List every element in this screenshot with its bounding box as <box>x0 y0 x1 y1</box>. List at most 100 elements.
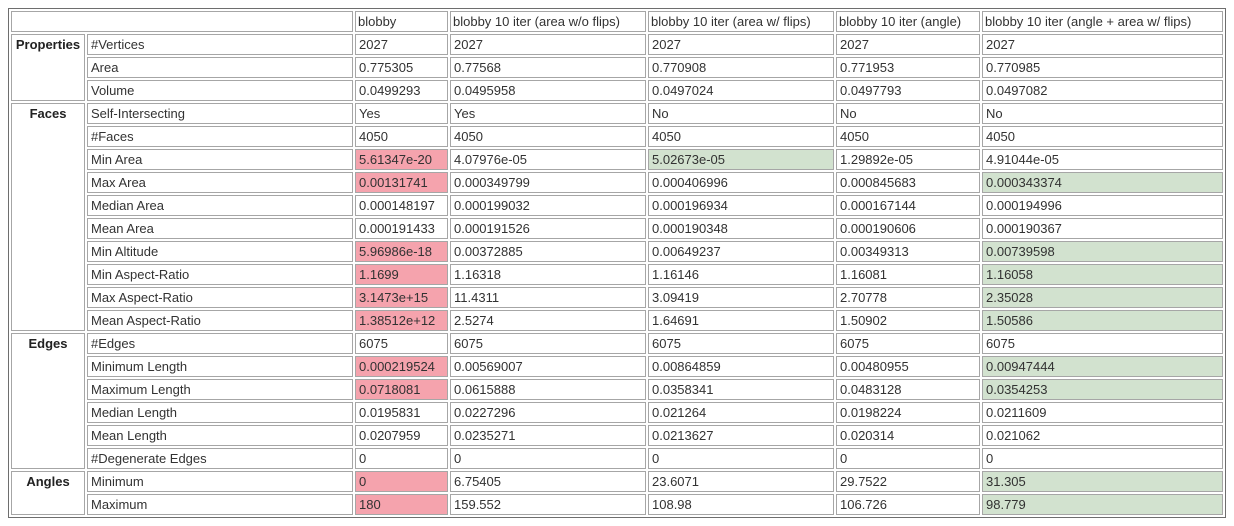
group-label-faces: Faces <box>11 103 85 331</box>
value-cell-best: 0.000343374 <box>982 172 1223 193</box>
group-label-properties: Properties <box>11 34 85 101</box>
value-cell: 4.91044e-05 <box>982 149 1223 170</box>
table-row: Max Aspect-Ratio 3.1473e+15 11.4311 3.09419… <box>11 287 1223 308</box>
metric-label: Area <box>87 57 353 78</box>
value-cell: 0.770908 <box>648 57 834 78</box>
value-cell: 0.0358341 <box>648 379 834 400</box>
value-cell: 2027 <box>982 34 1223 55</box>
table-row: Median Length 0.0195831 0.0227296 0.021264 0… <box>11 402 1223 423</box>
value-cell: 0.000190348 <box>648 218 834 239</box>
value-cell: 0.0195831 <box>355 402 448 423</box>
value-cell-worst: 0.000219524 <box>355 356 448 377</box>
metric-label: Volume <box>87 80 353 101</box>
value-cell: 0.000199032 <box>450 195 646 216</box>
value-cell: 1.50902 <box>836 310 980 331</box>
value-cell: 0.00569007 <box>450 356 646 377</box>
value-cell-best: 98.779 <box>982 494 1223 515</box>
value-cell: 0 <box>982 448 1223 469</box>
value-cell: 6.75405 <box>450 471 646 492</box>
table-row: Edges #Edges 6075 6075 6075 6075 6075 <box>11 333 1223 469</box>
value-cell: 0.0497793 <box>836 80 980 101</box>
value-cell: 0.0499293 <box>355 80 448 101</box>
metric-label: #Degenerate Edges <box>87 448 353 469</box>
value-cell: 4050 <box>982 126 1223 147</box>
value-cell: 0.0227296 <box>450 402 646 423</box>
metric-label: Maximum <box>87 494 353 515</box>
metric-label: Max Area <box>87 172 353 193</box>
value-cell-best: 0.00947444 <box>982 356 1223 377</box>
value-cell-worst: 180 <box>355 494 448 515</box>
column-header-area-wo-flips: blobby 10 iter (area w/o flips) <box>450 11 646 32</box>
value-cell: 0.021062 <box>982 425 1223 446</box>
column-header-blobby: blobby <box>355 11 448 32</box>
value-cell: No <box>648 103 834 124</box>
value-cell: 6075 <box>355 333 448 354</box>
table-row: Faces Self-Intersecting Yes Yes No No No <box>11 103 1223 331</box>
value-cell: 0.000167144 <box>836 195 980 216</box>
value-cell: 159.552 <box>450 494 646 515</box>
value-cell: 6075 <box>836 333 980 354</box>
metric-label: Min Aspect-Ratio <box>87 264 353 285</box>
value-cell: 6075 <box>982 333 1223 354</box>
value-cell-worst: 0.00131741 <box>355 172 448 193</box>
value-cell: 2027 <box>355 34 448 55</box>
value-cell: 0.000196934 <box>648 195 834 216</box>
value-cell: 1.64691 <box>648 310 834 331</box>
metric-label: Minimum Length <box>87 356 353 377</box>
metric-label: Max Aspect-Ratio <box>87 287 353 308</box>
metric-label: Mean Aspect-Ratio <box>87 310 353 331</box>
value-cell: 0.0497082 <box>982 80 1223 101</box>
value-cell: 0.000845683 <box>836 172 980 193</box>
value-cell: 0.000406996 <box>648 172 834 193</box>
value-cell: 1.16318 <box>450 264 646 285</box>
header-row: blobby blobby 10 iter (area w/o flips) b… <box>11 11 1223 32</box>
value-cell: 0.0207959 <box>355 425 448 446</box>
value-cell-worst: 3.1473e+15 <box>355 287 448 308</box>
value-cell: 0.0213627 <box>648 425 834 446</box>
value-cell-best: 31.305 <box>982 471 1223 492</box>
metric-label: #Vertices <box>87 34 353 55</box>
table-row: Properties #Vertices 2027 2027 2027 2027 2027 <box>11 34 1223 101</box>
column-header-angle: blobby 10 iter (angle) <box>836 11 980 32</box>
value-cell: 106.726 <box>836 494 980 515</box>
table-row: Maximum 180 159.552 108.98 106.726 98.779 <box>11 494 1223 515</box>
table-row: #Degenerate Edges 0 0 0 0 0 <box>11 448 1223 469</box>
table-row: Mean Length 0.0207959 0.0235271 0.0213627 0.… <box>11 425 1223 446</box>
metric-label: Median Length <box>87 402 353 423</box>
value-cell: 0.0497024 <box>648 80 834 101</box>
mesh-comparison-table: blobby blobby 10 iter (area w/o flips) b… <box>8 8 1226 518</box>
value-cell: 0.000148197 <box>355 195 448 216</box>
value-cell: 0.0235271 <box>450 425 646 446</box>
value-cell: 23.6071 <box>648 471 834 492</box>
value-cell: No <box>836 103 980 124</box>
value-cell-best: 0.00739598 <box>982 241 1223 262</box>
value-cell: Yes <box>355 103 448 124</box>
value-cell: 2027 <box>648 34 834 55</box>
value-cell: 0.00480955 <box>836 356 980 377</box>
value-cell-best: 0.0354253 <box>982 379 1223 400</box>
value-cell: 0.000191526 <box>450 218 646 239</box>
value-cell: Yes <box>450 103 646 124</box>
value-cell: 1.16081 <box>836 264 980 285</box>
table-row: Max Area 0.00131741 0.000349799 0.000406996… <box>11 172 1223 193</box>
metric-label: Mean Area <box>87 218 353 239</box>
metric-label: Maximum Length <box>87 379 353 400</box>
value-cell: 0.775305 <box>355 57 448 78</box>
value-cell: 4050 <box>450 126 646 147</box>
value-cell: 6075 <box>450 333 646 354</box>
value-cell: 4050 <box>836 126 980 147</box>
value-cell-worst: 1.38512e+12 <box>355 310 448 331</box>
table-row: Area 0.775305 0.77568 0.770908 0.771953 0.770… <box>11 57 1223 78</box>
table-row: Minimum Length 0.000219524 0.00569007 0.008… <box>11 356 1223 377</box>
value-cell: 0.020314 <box>836 425 980 446</box>
value-cell: 0 <box>648 448 834 469</box>
value-cell: 2.5274 <box>450 310 646 331</box>
table-row: Mean Aspect-Ratio 1.38512e+12 2.5274 1.6469… <box>11 310 1223 331</box>
value-cell: 0.021264 <box>648 402 834 423</box>
value-cell: 3.09419 <box>648 287 834 308</box>
metric-label: Median Area <box>87 195 353 216</box>
value-cell: 0.770985 <box>982 57 1223 78</box>
value-cell-worst: 5.96986e-18 <box>355 241 448 262</box>
metric-label: Min Area <box>87 149 353 170</box>
value-cell: 0.000349799 <box>450 172 646 193</box>
